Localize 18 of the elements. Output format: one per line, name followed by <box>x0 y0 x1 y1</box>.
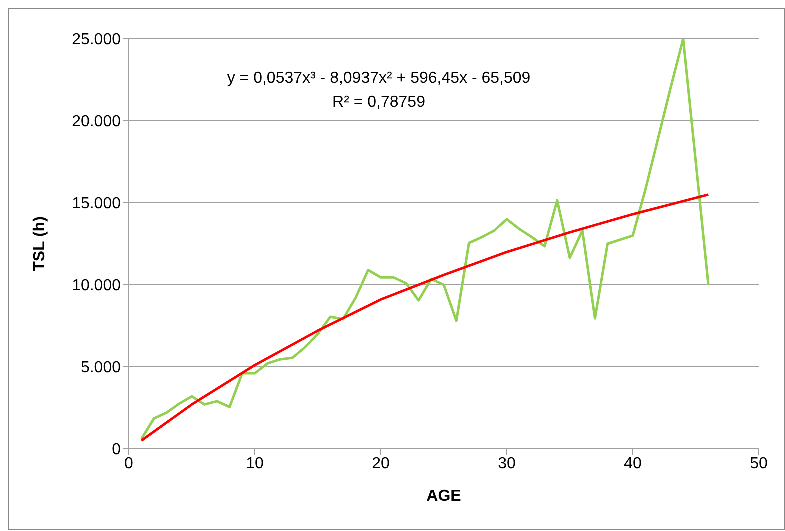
y-tick-label: 5.000 <box>80 360 122 377</box>
y-axis-title: TSL (h) <box>32 216 49 272</box>
x-tick-label: 30 <box>498 455 516 472</box>
x-tick-label: 50 <box>750 455 768 472</box>
y-tick-label: 15.000 <box>72 196 122 213</box>
y-tick-label: 0 <box>112 442 122 459</box>
x-tick-label: 40 <box>624 455 642 472</box>
y-tick-label: 20.000 <box>72 114 122 131</box>
x-tick-label: 0 <box>124 455 134 472</box>
x-axis-title: AGE <box>426 488 462 505</box>
annotation: R² = 0,78759 <box>332 93 426 113</box>
x-tick-label: 10 <box>246 455 264 472</box>
y-tick-label: 25.000 <box>72 32 122 49</box>
y-tick-label: 10.000 <box>72 278 122 295</box>
line-series <box>140 39 710 440</box>
x-tick-label: 20 <box>372 455 390 472</box>
annotation: y = 0,0537x³ - 8,0937x² + 596,45x - 65,509 <box>226 69 532 89</box>
line-series <box>140 194 710 442</box>
